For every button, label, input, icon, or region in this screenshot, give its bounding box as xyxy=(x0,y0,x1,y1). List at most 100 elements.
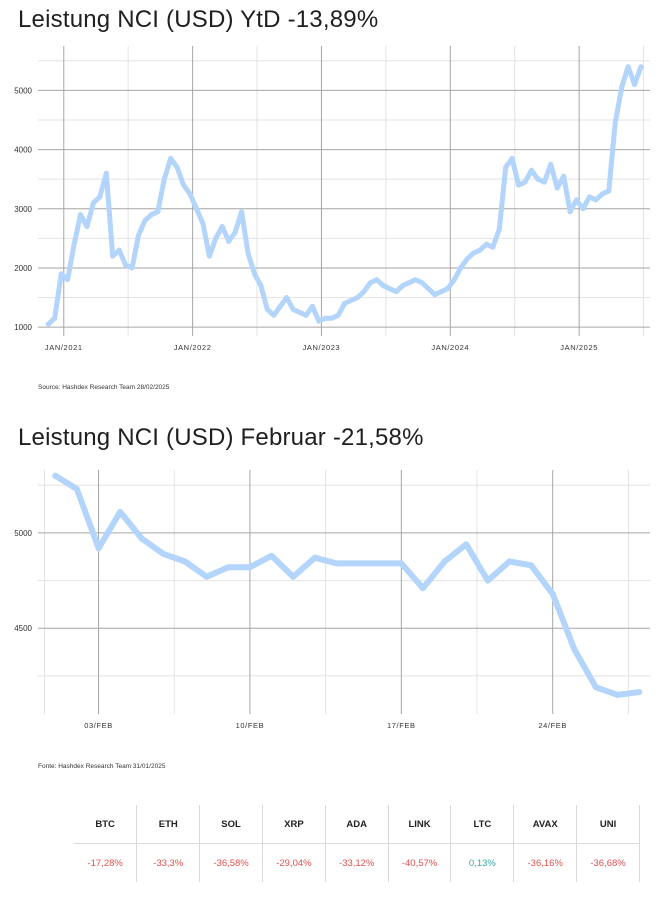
data-point xyxy=(322,315,328,321)
x-tick-label: JAN/2025 xyxy=(560,343,598,352)
data-point xyxy=(52,315,58,321)
data-point xyxy=(638,64,644,70)
data-point xyxy=(522,179,528,185)
data-point xyxy=(290,573,297,580)
data-point xyxy=(592,684,599,691)
data-point xyxy=(246,564,253,571)
header-xrp: XRP xyxy=(262,805,326,844)
data-point xyxy=(148,212,154,218)
data-point xyxy=(78,212,84,218)
value-xrp: -29,04% xyxy=(262,843,326,882)
value-ada: -33,12% xyxy=(325,843,389,882)
data-point xyxy=(333,560,340,567)
data-point xyxy=(445,286,451,292)
data-point xyxy=(593,197,599,203)
y-tick-label: 1000 xyxy=(14,323,32,332)
data-point xyxy=(219,224,225,230)
data-point xyxy=(116,247,122,253)
data-point xyxy=(138,535,145,542)
data-point xyxy=(528,167,534,173)
data-point xyxy=(187,191,193,197)
data-point xyxy=(268,552,275,559)
x-tick-label: JAN/2023 xyxy=(303,343,341,352)
data-point xyxy=(516,182,522,188)
value-uni: -36,68% xyxy=(576,843,640,882)
data-point xyxy=(277,303,283,309)
y-tick-label: 2000 xyxy=(14,264,32,273)
x-tick-label: JAN/2022 xyxy=(174,343,212,352)
data-point xyxy=(483,241,489,247)
data-point xyxy=(528,562,535,569)
data-point xyxy=(400,283,406,289)
data-point xyxy=(181,182,187,188)
data-point xyxy=(612,120,618,126)
data-point xyxy=(496,226,502,232)
data-point xyxy=(606,188,612,194)
x-tick-label: JAN/2021 xyxy=(45,343,83,352)
data-point xyxy=(398,560,405,567)
header-btc: BTC xyxy=(74,805,138,844)
data-point xyxy=(541,179,547,185)
data-point xyxy=(329,315,335,321)
y-tick-label: 5000 xyxy=(14,86,32,95)
data-point xyxy=(548,161,554,167)
data-point xyxy=(567,209,573,215)
x-tick-label: 10/FEB xyxy=(236,721,265,730)
data-point xyxy=(355,295,361,301)
data-point xyxy=(419,585,426,592)
data-point xyxy=(160,550,167,557)
data-point xyxy=(535,176,541,182)
data-point xyxy=(625,64,631,70)
data-point xyxy=(103,170,109,176)
data-point xyxy=(232,229,238,235)
y-tick-label: 4500 xyxy=(14,624,32,633)
data-point xyxy=(380,283,386,289)
data-point xyxy=(441,558,448,565)
data-point xyxy=(161,176,167,182)
data-point xyxy=(182,558,189,565)
data-point xyxy=(342,300,348,306)
data-point xyxy=(463,541,470,548)
data-point xyxy=(203,573,210,580)
data-point xyxy=(458,265,464,271)
data-point xyxy=(251,271,257,277)
x-tick-label: 24/FEB xyxy=(538,721,567,730)
data-point xyxy=(614,691,621,698)
x-tick-label: 03/FEB xyxy=(84,721,113,730)
data-point xyxy=(580,206,586,212)
data-point xyxy=(206,253,212,259)
series-line xyxy=(45,64,644,327)
data-point xyxy=(225,564,232,571)
data-point xyxy=(470,250,476,256)
data-point xyxy=(464,256,470,262)
data-point xyxy=(84,224,90,230)
value-eth: -33,3% xyxy=(136,843,201,882)
data-point xyxy=(316,318,322,324)
data-point xyxy=(226,238,232,244)
data-point xyxy=(425,286,431,292)
data-point xyxy=(297,309,303,315)
data-point xyxy=(155,209,161,215)
y-tick-label: 3000 xyxy=(14,205,32,214)
data-point xyxy=(95,545,102,552)
performance-table-header-row: BTC ETH SOL XRP ADA LINK LTC AVAX UNI xyxy=(74,805,640,844)
data-point xyxy=(71,241,77,247)
data-point xyxy=(419,280,425,286)
data-point xyxy=(271,312,277,318)
data-point xyxy=(503,164,509,170)
data-point xyxy=(636,689,643,696)
value-link: -40,57% xyxy=(388,843,452,882)
data-point xyxy=(135,232,141,238)
data-point xyxy=(387,286,393,292)
data-point xyxy=(258,283,264,289)
y-tick-label: 4000 xyxy=(14,146,32,155)
header-eth: ETH xyxy=(136,805,201,844)
data-point xyxy=(52,472,59,479)
data-point xyxy=(361,289,367,295)
data-point xyxy=(129,265,135,271)
header-uni: UNI xyxy=(576,805,640,844)
data-point xyxy=(45,321,51,327)
data-point xyxy=(117,508,124,515)
header-ada: ADA xyxy=(325,805,389,844)
header-link: LINK xyxy=(388,805,452,844)
